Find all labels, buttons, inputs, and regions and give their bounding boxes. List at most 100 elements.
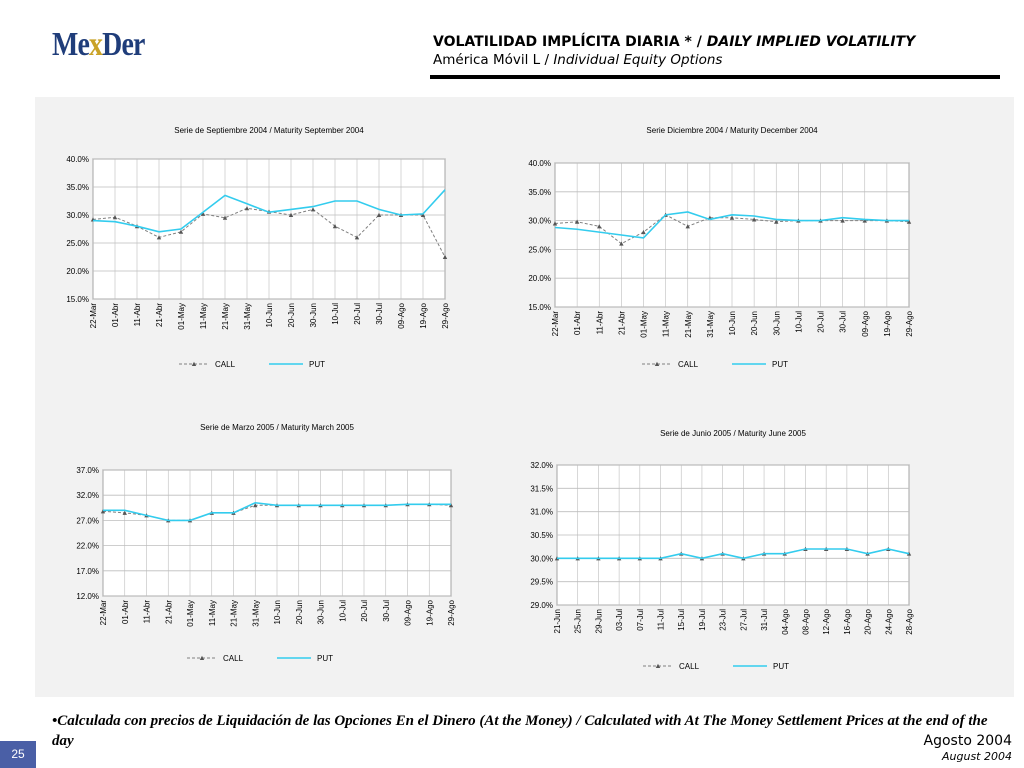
- x-tick-label: 15-Jul: [677, 609, 686, 631]
- x-tick-label: 20-Jul: [353, 303, 362, 325]
- x-tick-label: 27-Jul: [739, 609, 748, 631]
- call-data-point: [354, 235, 360, 240]
- legend-call-marker: [654, 361, 660, 366]
- call-data-point: [729, 215, 735, 220]
- x-tick-label: 20-Jun: [750, 311, 759, 335]
- x-tick-label: 21-May: [221, 303, 230, 330]
- x-tick-label: 21-May: [230, 600, 239, 627]
- y-tick-label: 35.0%: [66, 183, 89, 192]
- x-tick-label: 22-Mar: [99, 600, 108, 626]
- x-tick-label: 29-Ago: [905, 310, 914, 336]
- call-data-point: [840, 218, 845, 223]
- x-tick-label: 16-Ago: [843, 608, 852, 634]
- x-tick-label: 10-Jun: [265, 303, 274, 327]
- legend-call-marker: [655, 663, 661, 668]
- y-tick-label: 37.0%: [76, 466, 99, 475]
- x-tick-label: 21-Abr: [155, 303, 164, 327]
- chart-3: Serie de Marzo 2005 / Maturity March 200…: [76, 423, 456, 663]
- legend-call-label: CALL: [679, 662, 700, 671]
- page-subtitle: América Móvil L / Individual Equity Opti…: [433, 52, 915, 68]
- x-tick-label: 21-Abr: [164, 600, 173, 624]
- x-tick-label: 20-Jul: [817, 311, 826, 333]
- call-data-point: [619, 241, 624, 246]
- title-spanish: VOLATILIDAD IMPLÍCITA DIARIA * /: [433, 34, 707, 50]
- footnote: •Calculada con precios de Liquidación de…: [52, 713, 988, 749]
- chart-title: Serie de Junio 2005 / Maturity June 2005: [660, 429, 806, 438]
- y-tick-label: 40.0%: [66, 155, 89, 164]
- x-tick-label: 12-Ago: [822, 608, 831, 634]
- x-tick-label: 31-May: [251, 600, 260, 627]
- x-tick-label: 30-Jun: [309, 303, 318, 327]
- x-tick-label: 30-Jul: [375, 303, 384, 325]
- call-data-point: [200, 211, 206, 216]
- x-tick-label: 11-Abr: [133, 303, 142, 327]
- call-data-point: [442, 254, 448, 259]
- call-data-point: [222, 215, 228, 220]
- x-tick-label: 21-Abr: [617, 311, 626, 335]
- x-tick-label: 01-Abr: [121, 600, 130, 624]
- x-tick-label: 20-Ago: [864, 608, 873, 634]
- x-tick-label: 23-Jul: [719, 609, 728, 631]
- y-tick-label: 15.0%: [66, 295, 89, 304]
- call-data-point: [376, 212, 382, 217]
- call-data-point: [685, 224, 690, 229]
- legend-call-marker: [199, 655, 205, 660]
- logo-x: x: [89, 26, 103, 63]
- y-tick-label: 35.0%: [528, 188, 551, 197]
- subtitle-english: Individual Equity Options: [553, 52, 723, 68]
- call-data-point: [156, 235, 162, 240]
- x-tick-label: 31-Jul: [760, 609, 769, 631]
- x-tick-label: 31-May: [243, 303, 252, 330]
- chart-1: Serie de Septiembre 2004 / Maturity Sept…: [66, 126, 450, 369]
- call-data-point: [641, 229, 646, 235]
- charts-svg: Serie de Septiembre 2004 / Maturity Sept…: [66, 126, 914, 671]
- x-tick-label: 28-Ago: [905, 608, 914, 634]
- call-data-point: [100, 509, 106, 514]
- subtitle-spanish: América Móvil L /: [433, 52, 554, 68]
- x-tick-label: 01-Abr: [573, 311, 582, 335]
- x-tick-label: 29-Ago: [441, 302, 450, 328]
- x-tick-label: 01-Abr: [111, 303, 120, 327]
- date-spanish: Agosto 2004: [923, 733, 1012, 749]
- call-data-point: [420, 212, 426, 217]
- call-data-point: [332, 224, 338, 229]
- y-tick-label: 22.0%: [76, 542, 99, 551]
- y-tick-label: 27.0%: [76, 516, 99, 525]
- call-data-point: [552, 221, 558, 226]
- call-data-point: [310, 207, 316, 212]
- y-tick-label: 30.5%: [530, 531, 553, 540]
- x-tick-label: 20-Jun: [295, 600, 304, 624]
- x-tick-label: 29-Jun: [594, 609, 603, 633]
- x-tick-label: 10-Jul: [338, 600, 347, 622]
- legend-put-label: PUT: [317, 654, 333, 663]
- legend-call-label: CALL: [223, 654, 244, 663]
- call-data-point: [244, 206, 250, 211]
- x-tick-label: 19-Ago: [419, 302, 428, 328]
- y-tick-label: 30.0%: [530, 554, 553, 563]
- y-tick-label: 32.0%: [76, 491, 99, 500]
- legend-put-label: PUT: [309, 360, 325, 369]
- x-tick-label: 10-Jun: [728, 311, 737, 335]
- x-tick-label: 01-May: [186, 600, 195, 627]
- y-tick-label: 12.0%: [76, 592, 99, 601]
- legend-put-label: PUT: [773, 662, 789, 671]
- x-tick-label: 29-Ago: [447, 599, 456, 625]
- x-tick-label: 07-Jul: [636, 609, 645, 631]
- x-tick-label: 21-May: [684, 311, 693, 338]
- call-data-point: [448, 503, 454, 508]
- call-data-point: [288, 212, 294, 217]
- call-data-point: [597, 224, 602, 229]
- put-series-line: [554, 211, 909, 239]
- legend-call-label: CALL: [678, 360, 699, 369]
- put-series-line: [92, 189, 446, 233]
- y-tick-label: 25.0%: [528, 245, 551, 254]
- x-tick-label: 08-Ago: [801, 608, 810, 634]
- x-tick-label: 10-Jun: [273, 600, 282, 624]
- x-tick-label: 22-Mar: [551, 311, 560, 337]
- y-tick-label: 20.0%: [66, 267, 89, 276]
- x-tick-label: 30-Jul: [382, 600, 391, 622]
- y-tick-label: 29.0%: [530, 601, 553, 610]
- y-tick-label: 30.0%: [528, 217, 551, 226]
- header-rule: [430, 75, 1000, 79]
- x-tick-label: 31-May: [706, 311, 715, 338]
